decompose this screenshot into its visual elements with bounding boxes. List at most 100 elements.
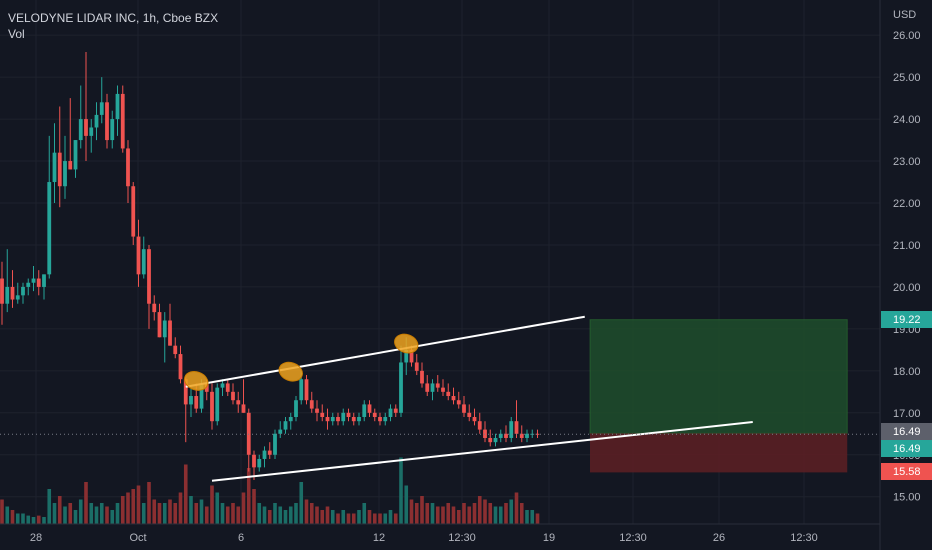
candle-body [47, 182, 52, 275]
candle-body [283, 421, 288, 430]
stop-loss-zone [590, 433, 848, 473]
time-axis[interactable]: 28 Oct 6 12 12:30 19 12:30 26 12:30 [30, 532, 818, 544]
volume-bar [304, 499, 309, 524]
candle-body [462, 404, 466, 413]
candle-body [89, 127, 94, 136]
volume-bar [141, 503, 146, 524]
volume-bar [31, 517, 36, 524]
volume-bar [183, 464, 188, 524]
volume-bar [514, 492, 519, 524]
volume-bar [241, 492, 246, 524]
candle-body [220, 383, 225, 388]
volume-bar [110, 510, 115, 524]
volume-bar [42, 517, 46, 524]
volume-bar [204, 506, 209, 524]
time-tick-label: 12:30 [790, 532, 818, 544]
candle-body [435, 383, 440, 388]
volume-bar [10, 510, 15, 524]
candle-body [378, 417, 382, 422]
candle-body [252, 454, 256, 468]
candle-body [472, 417, 477, 422]
price-tick-label: 22.00 [893, 198, 921, 210]
volume-bar [273, 503, 277, 524]
candle-body [351, 417, 356, 422]
volume-bar [47, 489, 52, 524]
volume-bar [535, 513, 540, 524]
symbol-title[interactable]: VELODYNE LIDAR INC, 1h, Cboe BZX [8, 11, 219, 25]
resistance-trendline [185, 315, 585, 388]
candle-body [498, 433, 503, 438]
candle-body [63, 161, 67, 187]
candle-body [126, 148, 130, 187]
candle-body [414, 362, 419, 371]
candle-body [168, 320, 172, 346]
price-badge-label: 16.49 [893, 443, 921, 455]
candle-body [189, 396, 193, 405]
volume-bar [388, 510, 393, 524]
candle-body [241, 404, 246, 413]
price-tick-label: 25.00 [893, 72, 921, 84]
candle-body [105, 102, 109, 141]
trendlines[interactable] [185, 315, 753, 482]
candle-body [367, 404, 372, 413]
price-badge [881, 463, 932, 480]
candle-body [84, 119, 88, 136]
volume-bar [262, 506, 267, 524]
time-tick-label: Oct [129, 532, 146, 544]
volume-bar [115, 503, 120, 524]
candle-body [199, 383, 204, 409]
volume-bar [483, 499, 487, 524]
price-badge-label: 15.58 [893, 466, 921, 478]
long-position-tool[interactable] [589, 319, 848, 473]
volume-bar [231, 503, 235, 524]
volume-bar [84, 482, 88, 524]
volume-bar [462, 503, 466, 524]
price-badge [881, 440, 932, 457]
touch-marker-ellipse [394, 333, 419, 354]
candle-body [430, 383, 435, 392]
volume-bar [94, 506, 99, 524]
candle-body [278, 429, 283, 434]
price-tick-label: 26.00 [893, 30, 921, 42]
candle-body [231, 391, 235, 401]
volume-bar [26, 515, 31, 524]
volume-bar [73, 510, 78, 524]
volume-bar [467, 506, 472, 524]
volume-bar [430, 503, 435, 524]
volume-indicator-label[interactable]: Vol [8, 27, 25, 41]
price-tick-label: 21.00 [893, 240, 921, 252]
candle-body [299, 379, 304, 401]
candle-body [210, 391, 214, 422]
candle-body [514, 421, 519, 434]
candle-body [262, 450, 267, 459]
candle-body [446, 391, 451, 397]
volume-bar [5, 506, 10, 524]
volume-bar [178, 492, 183, 524]
volume-bar [519, 503, 524, 524]
touch-markers[interactable] [182, 331, 421, 393]
price-tick-label: 15.00 [893, 492, 921, 504]
volume-bar [456, 510, 461, 524]
candle-body [504, 433, 508, 438]
volume-bar [378, 513, 382, 524]
volume-bar [399, 457, 403, 524]
price-tick-label: 23.00 [893, 156, 921, 168]
volume-bar [15, 513, 20, 524]
candle-body [325, 417, 330, 422]
volume-bar [488, 503, 493, 524]
volume-bar [498, 506, 503, 524]
volume-bar [299, 482, 304, 524]
volume-bar [0, 499, 4, 524]
candle-body [94, 114, 99, 128]
volume-bar [288, 506, 293, 524]
candle-body [535, 433, 540, 435]
price-tick-label: 20.00 [893, 282, 921, 294]
volume-bar [225, 506, 230, 524]
candle-body [483, 429, 487, 438]
candle-body [215, 387, 220, 422]
volume-bar [199, 499, 204, 524]
candle-body [441, 387, 445, 392]
volume-bar [351, 513, 356, 524]
candle-body [0, 278, 4, 304]
